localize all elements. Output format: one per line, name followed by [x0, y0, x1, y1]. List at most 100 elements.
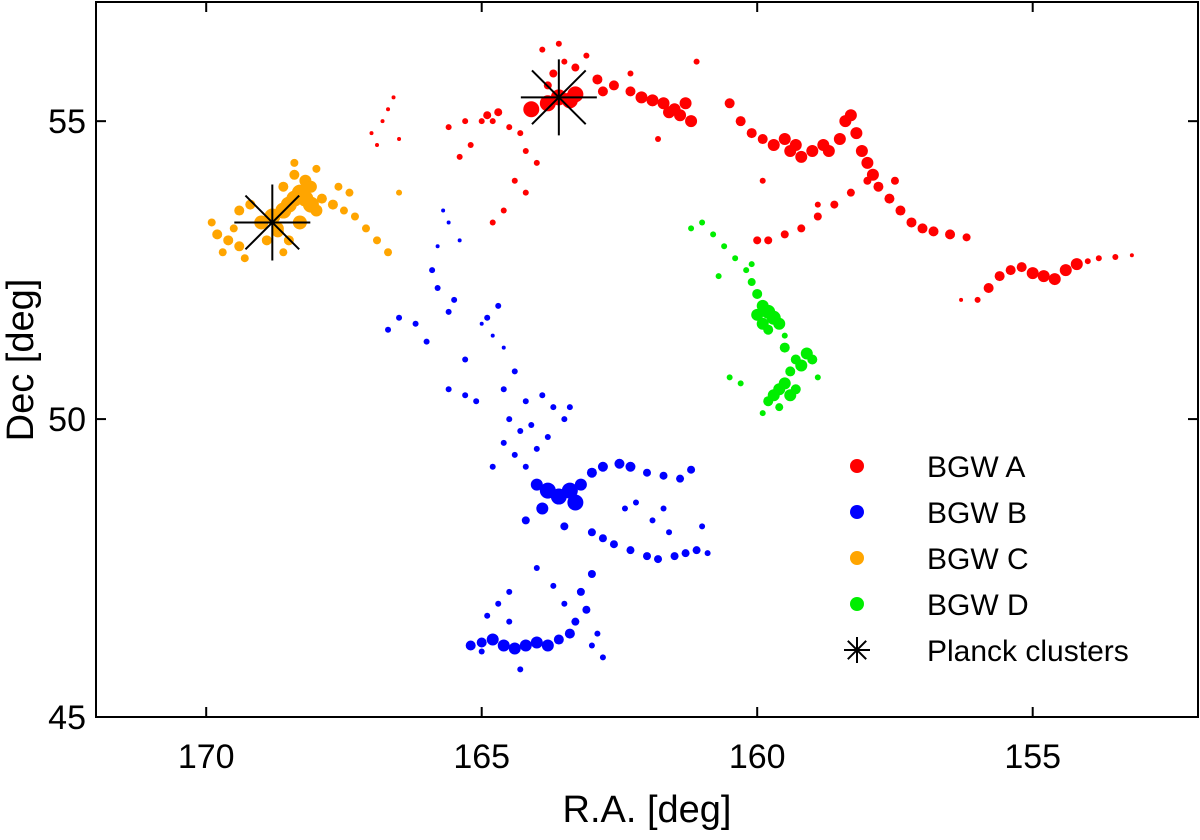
data-point: [451, 296, 458, 303]
data-point: [500, 439, 507, 446]
data-point: [649, 517, 656, 524]
data-point: [994, 271, 1005, 282]
data-point: [626, 546, 635, 555]
data-point: [685, 115, 698, 128]
data-point: [478, 118, 485, 125]
data-point: [555, 40, 562, 47]
data-point: [435, 244, 440, 249]
legend-label: BGW D: [927, 589, 1029, 622]
data-point: [767, 139, 780, 151]
data-point: [500, 207, 507, 214]
data-point: [655, 136, 662, 143]
data-point: [445, 308, 452, 315]
data-point: [795, 359, 808, 372]
data-point: [429, 267, 436, 274]
data-point: [625, 86, 636, 97]
data-point: [763, 324, 774, 335]
data-point: [863, 176, 872, 185]
data-point: [380, 119, 385, 124]
data-point: [396, 314, 403, 321]
legend-label: BGW B: [927, 497, 1027, 530]
data-point: [339, 206, 348, 215]
legend-item: BGW C: [850, 543, 1029, 576]
data-point: [212, 229, 223, 240]
data-point: [223, 235, 234, 246]
data-point: [446, 220, 451, 225]
planck-cluster-marker: [234, 184, 311, 261]
data-point: [506, 588, 513, 595]
data-point: [687, 465, 696, 474]
data-point: [278, 181, 289, 192]
data-point: [369, 131, 374, 136]
data-point: [781, 332, 788, 339]
data-point: [234, 241, 245, 252]
data-point: [465, 640, 476, 651]
data-point: [441, 208, 446, 213]
data-point: [467, 142, 474, 148]
data-point: [506, 416, 513, 423]
data-point: [1048, 273, 1061, 286]
data-point: [473, 398, 480, 405]
legend-label: Planck clusters: [927, 635, 1129, 668]
axes-frame: [95, 1, 1199, 718]
y-tick-label: 50: [48, 401, 86, 439]
data-point: [530, 636, 543, 649]
data-point: [528, 422, 535, 429]
data-point: [501, 345, 506, 350]
data-point: [692, 546, 701, 555]
data-point: [748, 261, 755, 268]
data-point: [597, 461, 608, 472]
data-point: [814, 374, 821, 381]
data-point: [945, 229, 956, 240]
data-point: [813, 212, 822, 221]
data-point: [850, 127, 863, 140]
data-point: [582, 605, 591, 614]
data-point: [574, 478, 587, 491]
data-point: [511, 177, 518, 184]
data-point: [917, 223, 928, 234]
data-point: [660, 505, 667, 512]
data-point: [571, 63, 580, 72]
data-point: [743, 267, 750, 274]
data-point: [609, 540, 618, 549]
data-point: [1112, 254, 1119, 261]
data-point: [688, 225, 695, 232]
data-point: [795, 150, 808, 163]
data-point: [207, 218, 216, 227]
data-point: [627, 70, 634, 77]
data-point: [710, 231, 717, 238]
x-tick-label: 170: [178, 738, 235, 776]
data-point: [361, 224, 370, 233]
legend: BGW A BGW B BGW C BGW D Planck clusters: [844, 451, 1129, 668]
data-point: [500, 386, 507, 393]
data-point: [632, 499, 639, 506]
data-point: [861, 156, 874, 169]
data-point: [587, 528, 596, 537]
data-point: [598, 534, 607, 543]
data-point: [775, 403, 784, 412]
data-point: [497, 639, 510, 652]
data-point: [576, 587, 585, 596]
data-point: [561, 600, 568, 607]
data-point: [229, 224, 238, 233]
data-point: [462, 118, 469, 125]
data-point: [806, 144, 819, 157]
data-point: [567, 86, 584, 103]
data-point: [517, 428, 524, 434]
data-point: [495, 302, 502, 309]
data-point: [751, 308, 764, 321]
data-point: [511, 368, 518, 375]
data-point: [445, 386, 452, 393]
data-point: [735, 116, 746, 127]
data-point: [635, 91, 648, 104]
legend-label: BGW A: [927, 451, 1025, 484]
data-point: [316, 193, 327, 204]
data-point: [763, 396, 774, 407]
data-point: [560, 522, 569, 531]
data-point: [890, 176, 899, 185]
data-point: [289, 169, 300, 180]
data-point: [759, 410, 766, 417]
data-point: [334, 182, 343, 191]
data-point: [373, 236, 382, 245]
